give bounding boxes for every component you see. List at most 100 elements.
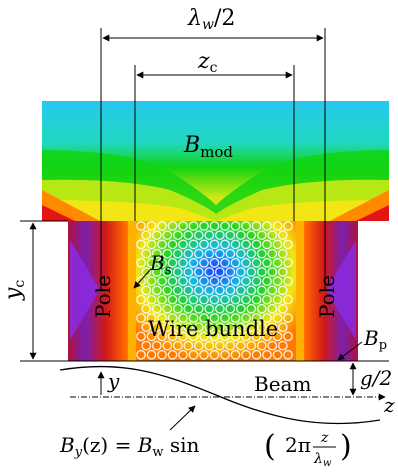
svg-text:): ) (340, 429, 352, 464)
wire-strand (141, 267, 152, 277)
wire-strand (151, 248, 162, 259)
wire-strand (262, 331, 272, 342)
wire-strand (230, 239, 241, 250)
wire-strand (251, 221, 262, 231)
wire-strand (136, 257, 146, 268)
wire-strand (204, 267, 215, 277)
beam-label: Beam (254, 372, 311, 396)
wire-strand (136, 294, 146, 305)
wire-strand (193, 267, 204, 277)
wire-strand (178, 313, 188, 323)
wire-strand (162, 303, 173, 314)
lambda-label: λw/2 (187, 6, 235, 33)
wire-strand (178, 331, 188, 342)
wire-strand (209, 257, 220, 268)
wire-strand (235, 230, 246, 241)
wire-strand (272, 239, 283, 250)
g-half-label: g/2 (360, 366, 392, 390)
wire-strand (283, 313, 293, 323)
wire-strand (172, 248, 183, 259)
wire-strand (246, 322, 257, 333)
wire-strand (230, 257, 241, 268)
wire-strand (225, 303, 236, 314)
wire-strand (178, 239, 188, 250)
wire-strand (199, 276, 209, 287)
wire-strand (209, 294, 220, 305)
wire-strand (178, 294, 188, 305)
wire-strand (204, 248, 215, 259)
wire-strand (230, 349, 241, 360)
wire-strand (209, 221, 220, 231)
yc-dimension (20, 220, 68, 362)
wire-strand (277, 248, 288, 259)
wire-strand (251, 313, 262, 323)
wire-strand (204, 285, 215, 296)
wire-strand (267, 285, 278, 296)
zc-dimension (134, 65, 295, 221)
pole-left (68, 221, 136, 361)
wire-strand (167, 331, 178, 342)
wire-strand (225, 248, 236, 259)
wire-strand (277, 340, 288, 351)
wire-strand (267, 230, 278, 241)
wire-strand (267, 267, 278, 277)
svg-text:λw: λw (313, 451, 332, 469)
wire-strand (199, 221, 209, 231)
wire-strand (220, 239, 230, 250)
wire-strand (246, 230, 257, 241)
svg-text:By(z) = Bw sin: By(z) = Bw sin (59, 433, 200, 460)
wire-strand (157, 276, 167, 287)
wire-strand (193, 303, 204, 314)
wire-strand (220, 331, 230, 342)
wire-strand (277, 322, 288, 333)
wire-strand (235, 322, 246, 333)
wire-strand (204, 303, 215, 314)
wire-strand (246, 340, 257, 351)
wire-strand (283, 276, 293, 287)
wire-strand (141, 340, 152, 351)
pole-right-label: Pole (315, 275, 339, 318)
wire-strand (162, 230, 173, 241)
wire-strand (272, 313, 283, 323)
pole-left-label: Pole (91, 275, 115, 318)
wire-strand (277, 285, 288, 296)
wire-strand (256, 285, 267, 296)
wire-strand (241, 221, 251, 231)
wire-strand (256, 322, 267, 333)
wire-strand (157, 349, 167, 360)
wire-strand (241, 257, 251, 268)
wire-strand (272, 349, 283, 360)
wire-strand (193, 248, 204, 259)
wire-strand (204, 230, 215, 241)
wire-strand (272, 276, 283, 287)
wire-strand (241, 239, 251, 250)
wire-strand (146, 313, 157, 323)
wire-strand (283, 331, 293, 342)
wire-strand (209, 276, 220, 287)
wire-strand (178, 221, 188, 231)
wire-strand (162, 322, 173, 333)
wire-strand (183, 340, 194, 351)
wire-strand (141, 322, 152, 333)
wire-strand (230, 221, 241, 231)
wire-strand (151, 303, 162, 314)
wire-strand (225, 285, 236, 296)
wire-strand (172, 267, 183, 277)
wire-strand (167, 221, 178, 231)
wire-strand (167, 276, 178, 287)
wire-strand (283, 239, 293, 250)
wire-strand (183, 303, 194, 314)
wire-strand (151, 285, 162, 296)
wire-strand (193, 230, 204, 241)
wire-strand (188, 313, 199, 323)
wire-strand (146, 349, 157, 360)
wire-strand (246, 248, 257, 259)
wire-strand (251, 239, 262, 250)
wire-strand (157, 221, 167, 231)
wire-strand (183, 248, 194, 259)
wire-strand (199, 331, 209, 342)
svg-text:(: ( (264, 429, 276, 464)
wire-strand (241, 331, 251, 342)
wire-strand (251, 349, 262, 360)
wire-strand (146, 294, 157, 305)
